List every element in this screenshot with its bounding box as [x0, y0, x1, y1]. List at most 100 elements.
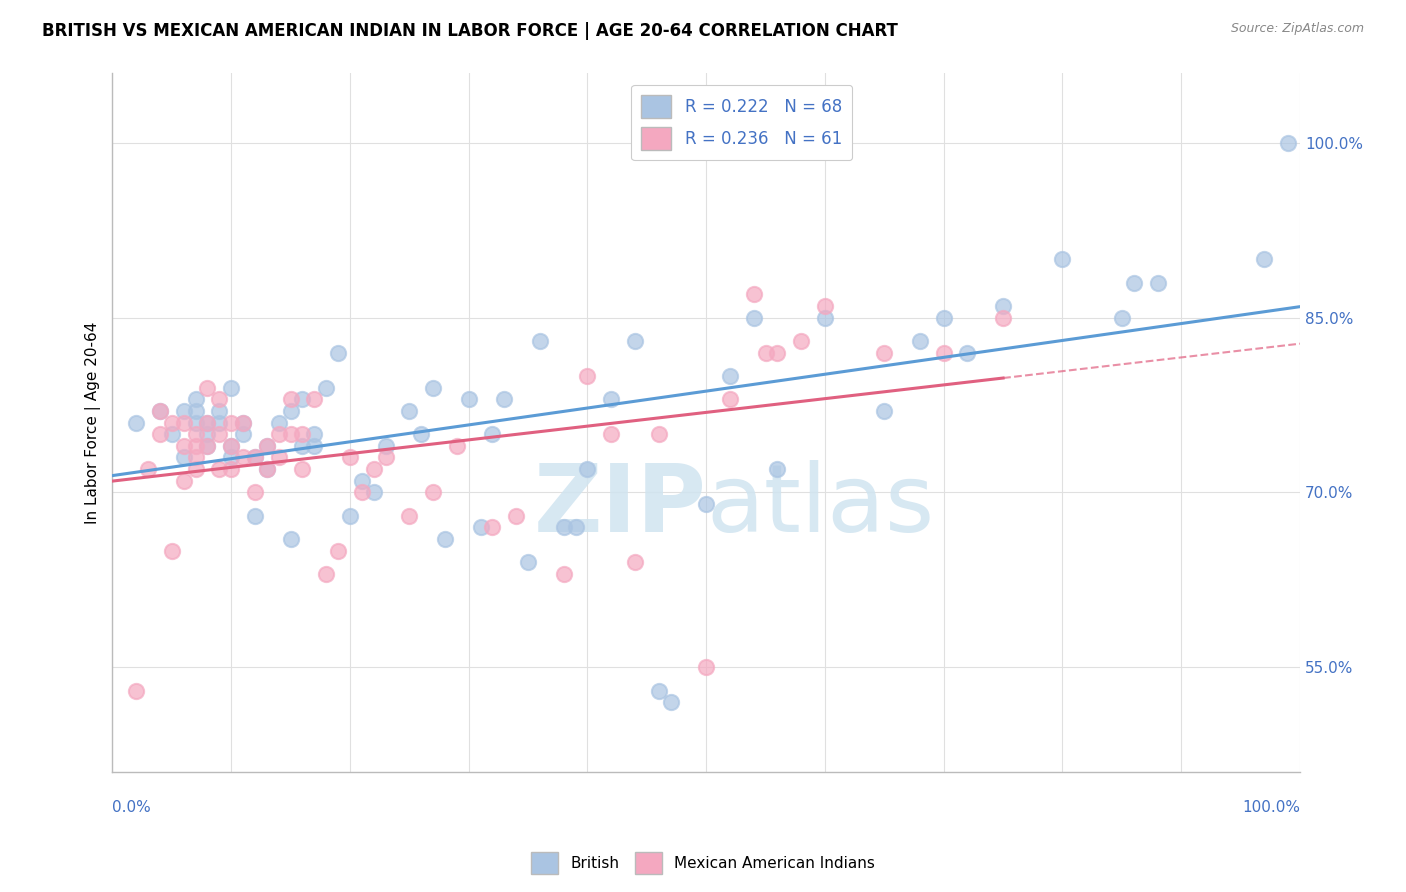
Point [291, 392, 314, 407]
Point [600, 392, 623, 407]
Point [184, 439, 207, 453]
Point [197, 439, 219, 453]
Point [326, 345, 349, 359]
Point [280, 532, 302, 546]
Point [291, 462, 314, 476]
Point [755, 345, 778, 359]
Point [350, 485, 373, 500]
Point [149, 404, 172, 418]
Point [184, 404, 207, 418]
Point [243, 450, 266, 465]
Point [136, 462, 159, 476]
Point [304, 392, 326, 407]
Point [304, 439, 326, 453]
Point [350, 474, 373, 488]
Point [173, 416, 195, 430]
Point [197, 439, 219, 453]
Point [184, 392, 207, 407]
Point [481, 520, 503, 534]
Point [457, 392, 479, 407]
Point [184, 416, 207, 430]
Point [184, 427, 207, 442]
Point [149, 427, 172, 442]
Point [197, 381, 219, 395]
Point [422, 485, 444, 500]
Point [173, 404, 195, 418]
Point [363, 485, 385, 500]
Point [814, 299, 837, 313]
Point [232, 427, 254, 442]
Point [208, 392, 231, 407]
Point [173, 474, 195, 488]
Point [742, 287, 765, 301]
Point [232, 416, 254, 430]
Point [991, 299, 1014, 313]
Point [125, 416, 148, 430]
Point [647, 427, 669, 442]
Point [291, 439, 314, 453]
Point [219, 416, 242, 430]
Point [481, 427, 503, 442]
Point [339, 508, 361, 523]
Point [339, 450, 361, 465]
Text: ZIP: ZIP [533, 460, 706, 552]
Point [125, 683, 148, 698]
Point [718, 368, 741, 383]
Point [315, 567, 337, 582]
Point [766, 345, 789, 359]
Point [505, 508, 527, 523]
Point [243, 508, 266, 523]
Point [517, 555, 540, 569]
Point [873, 345, 896, 359]
Point [470, 520, 492, 534]
Point [446, 439, 468, 453]
Point [315, 381, 337, 395]
Point [160, 543, 183, 558]
Point [243, 450, 266, 465]
Point [433, 532, 456, 546]
Legend: R = 0.222   N = 68, R = 0.236   N = 61: R = 0.222 N = 68, R = 0.236 N = 61 [631, 85, 852, 161]
Point [197, 427, 219, 442]
Point [280, 392, 302, 407]
Point [494, 392, 516, 407]
Point [173, 439, 195, 453]
Point [576, 368, 599, 383]
Point [564, 520, 586, 534]
Point [208, 416, 231, 430]
Point [184, 462, 207, 476]
Point [219, 462, 242, 476]
Point [659, 695, 682, 709]
Text: Source: ZipAtlas.com: Source: ZipAtlas.com [1230, 22, 1364, 36]
Point [422, 381, 444, 395]
Point [184, 450, 207, 465]
Point [814, 310, 837, 325]
Point [219, 450, 242, 465]
Point [291, 427, 314, 442]
Point [160, 427, 183, 442]
Point [600, 427, 623, 442]
Text: BRITISH VS MEXICAN AMERICAN INDIAN IN LABOR FORCE | AGE 20-64 CORRELATION CHART: BRITISH VS MEXICAN AMERICAN INDIAN IN LA… [42, 22, 898, 40]
Point [243, 485, 266, 500]
Point [956, 345, 979, 359]
Point [932, 345, 955, 359]
Point [267, 416, 290, 430]
Point [219, 439, 242, 453]
Point [553, 567, 575, 582]
Point [1277, 136, 1299, 150]
Point [280, 427, 302, 442]
Point [197, 416, 219, 430]
Point [991, 310, 1014, 325]
Point [256, 439, 278, 453]
Point [374, 439, 396, 453]
Point [208, 462, 231, 476]
Point [304, 427, 326, 442]
Point [398, 508, 420, 523]
Point [149, 404, 172, 418]
Point [208, 404, 231, 418]
Point [718, 392, 741, 407]
Point [624, 334, 647, 348]
Point [411, 427, 433, 442]
Point [790, 334, 813, 348]
Point [256, 439, 278, 453]
Point [326, 543, 349, 558]
